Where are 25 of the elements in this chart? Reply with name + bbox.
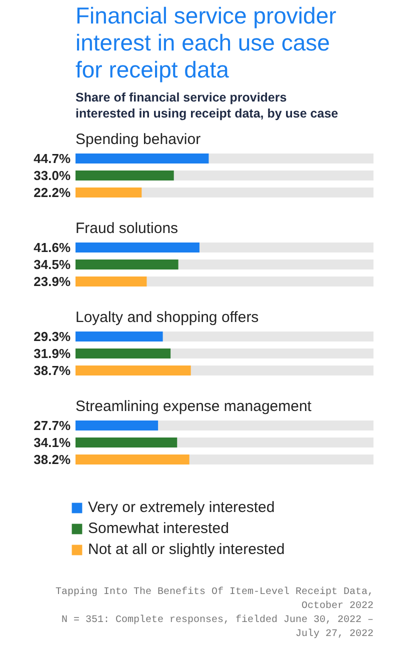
bar (76, 276, 147, 286)
data-label: 34.5% (34, 257, 71, 272)
y-tick-label: Streamlining expense management (76, 398, 312, 415)
data-label: 31.9% (34, 346, 71, 361)
y-tick-label: Fraud solutions (76, 220, 178, 237)
data-label: 22.2% (34, 185, 71, 200)
data-label: 29.3% (34, 329, 71, 344)
chart-subtitle: Share of financial service providers interested in using receipt data, by use case (76, 90, 338, 120)
data-label: 44.7% (34, 151, 71, 166)
y-tick-label: Loyalty and shopping offers (76, 309, 259, 326)
legend-label: Somewhat interested (88, 520, 229, 537)
data-label: 34.1% (34, 435, 71, 450)
text: N = 351: Complete responses, fielded June 30, 2022 – July 27, 2022 (61, 614, 374, 640)
legend-label: Not at all or slightly interested (88, 541, 285, 558)
data-label: 23.9% (34, 274, 71, 289)
legend-label: Very or extremely interested (88, 499, 275, 516)
bar (76, 188, 142, 198)
data-label: 38.7% (34, 363, 71, 378)
data-label: 27.7% (34, 418, 71, 433)
data-label: 33.0% (34, 168, 71, 183)
y-tick-label: Spending behavior (76, 131, 201, 148)
text: Tapping Into The Benefits Of Item-Level Receipt Data, October 2022 (55, 586, 374, 612)
data-label: 38.2% (34, 452, 71, 467)
data-label: 41.6% (34, 240, 71, 255)
chart-title: Financial service provider interest in each use case for receipt data (76, 2, 337, 82)
